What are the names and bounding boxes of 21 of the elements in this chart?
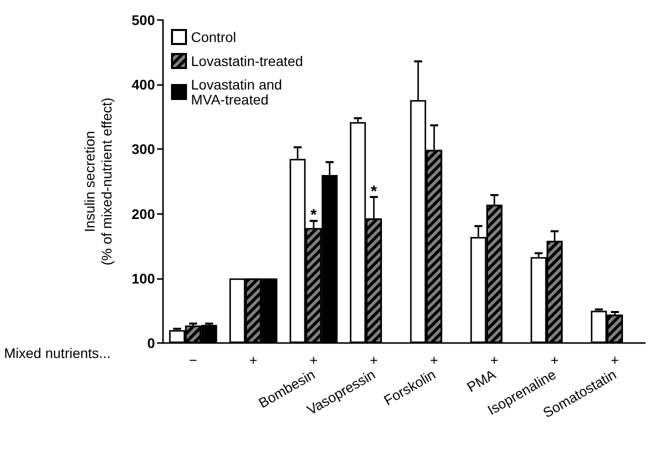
y-tick-label: 200 [132,206,156,222]
legend-label: Lovastatin-treated [191,53,304,69]
y-axis-title: Insulin secretion (% of mixed-nutrient effect) [82,98,114,266]
text: + [610,352,619,368]
text: + [430,352,438,368]
legend-label: Control [191,29,236,45]
legend-label: Lovastatin and MVA-treated [191,76,282,108]
text: + [310,352,318,368]
text: − [189,352,198,368]
text: + [370,352,378,368]
text: + [490,352,498,368]
text: Mixed nutrients... [4,345,111,361]
y-tick-label: 0 [147,335,156,351]
y-tick-label: 100 [132,270,156,286]
y-tick-label: 400 [132,76,156,93]
y-tick-label: 500 [132,12,156,28]
annotation: * [370,183,378,200]
text: + [550,352,559,368]
y-tick-label: 300 [132,141,156,158]
annotation: * [310,207,318,224]
text: + [249,352,258,368]
